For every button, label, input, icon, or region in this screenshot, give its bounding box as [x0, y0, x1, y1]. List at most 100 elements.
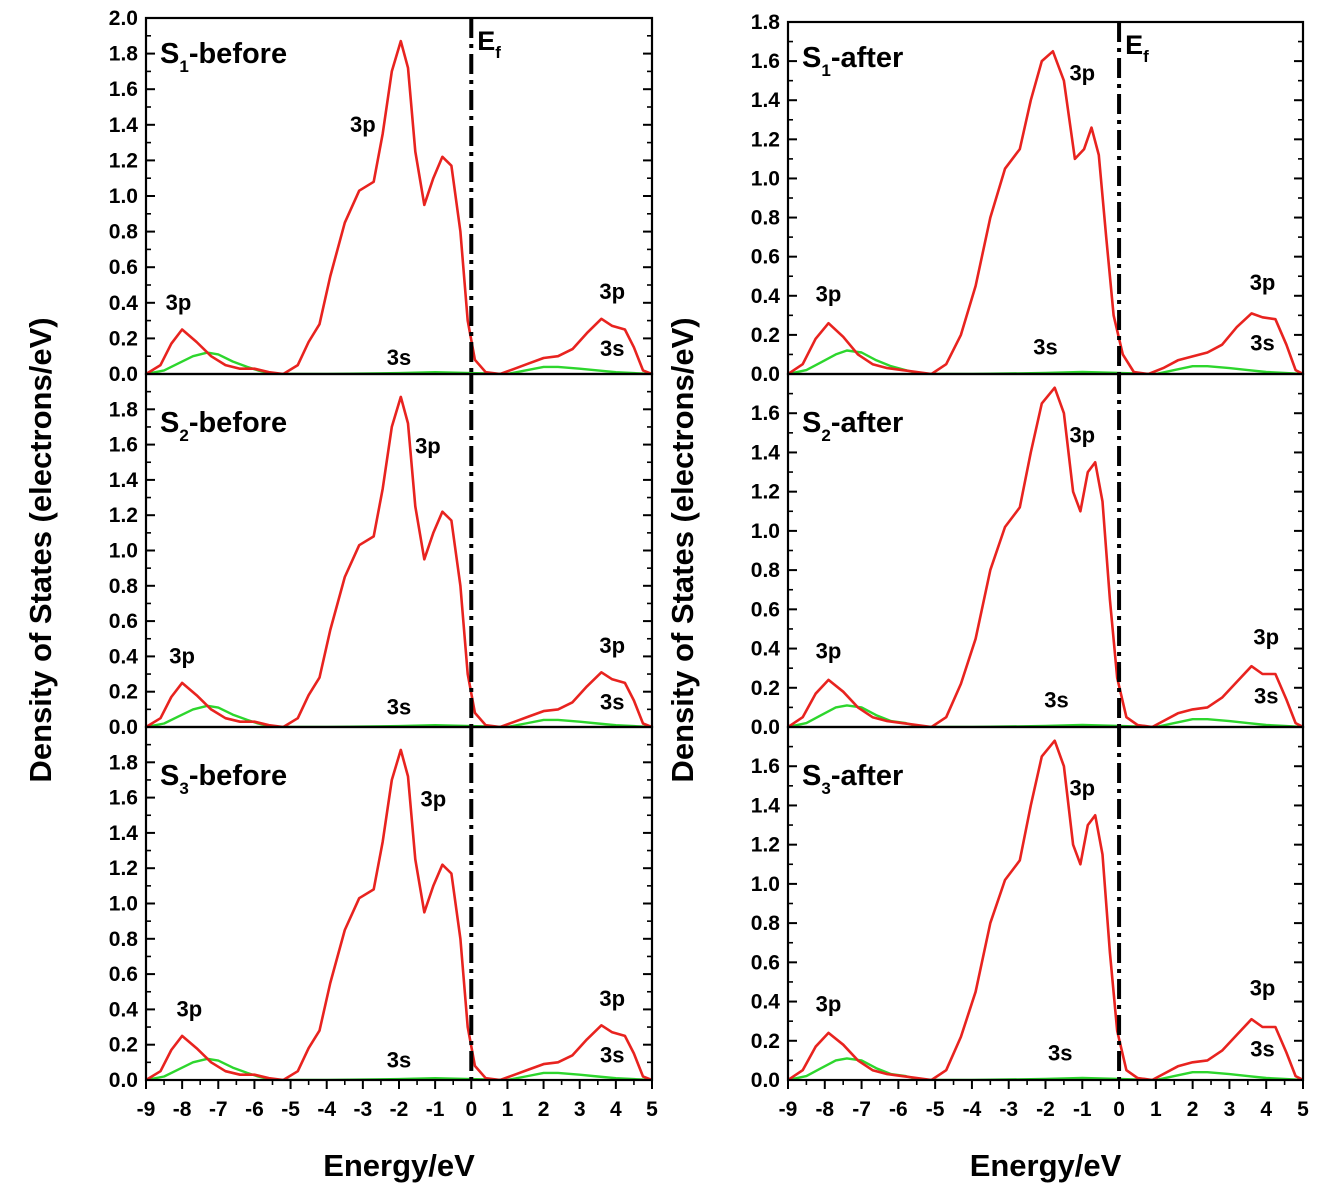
- series-3p-line: [788, 739, 1303, 1080]
- annotation-3s: 3s: [600, 1042, 624, 1067]
- y-tick-label: 1.6: [751, 50, 780, 73]
- x-tick-label: 3: [1224, 1098, 1236, 1121]
- y-tick-label: 1.6: [751, 402, 780, 425]
- y-tick-label: 0.8: [109, 575, 139, 598]
- y-tick-label: 1.0: [751, 167, 780, 190]
- y-tick-label: 0.0: [751, 716, 780, 739]
- y-tick-label: 1.8: [109, 751, 139, 774]
- y-axis-ticks: 0.0 0.2 0.4 0.6 0.8 1.0 1.2 1.4 1.6 1.8 2.0: [109, 7, 652, 386]
- y-tick-label: 0.6: [109, 256, 138, 279]
- x-tick-label: -5: [926, 1098, 945, 1121]
- panel-frame: [786, 20, 1305, 376]
- y-tick-label: 1.4: [751, 441, 781, 464]
- panel-frame: [144, 725, 654, 1082]
- y-tick-label: 0.2: [109, 327, 138, 350]
- y-tick-label: 1.2: [751, 128, 780, 151]
- x-tick-label: 2: [538, 1098, 550, 1121]
- y-tick-label: 0.0: [751, 1069, 780, 1092]
- panel-frame: [144, 16, 654, 376]
- y-tick-label: 1.2: [109, 149, 138, 172]
- annotation-3p: 3p: [420, 786, 446, 811]
- series-3p-line: [146, 748, 652, 1080]
- x-tick-label: -9: [137, 1098, 156, 1121]
- y-tick-label: 0.0: [109, 716, 138, 739]
- panel-label: S2-after: [802, 407, 903, 445]
- series-3p-line: [146, 39, 652, 374]
- annotation-3s: 3s: [1250, 331, 1274, 356]
- y-tick-label: 1.6: [109, 787, 138, 810]
- x-tick-label: -2: [390, 1098, 409, 1121]
- y-tick-label: 1.6: [751, 755, 780, 778]
- y-tick-label: 1.0: [109, 540, 138, 563]
- annotation-3s: 3s: [1044, 687, 1068, 712]
- annotation-3p: 3p: [166, 290, 192, 315]
- y-tick-label: 0.6: [751, 951, 780, 974]
- y-tick-label: 0.2: [109, 681, 138, 704]
- x-tick-label: -8: [173, 1098, 192, 1121]
- panel-label: S2-before: [160, 407, 287, 445]
- annotation-3s: 3s: [387, 1048, 411, 1073]
- y-tick-label: 0.8: [751, 207, 781, 230]
- annotation-3p: 3p: [1250, 976, 1276, 1001]
- y-axis-title: Density of States (electrons/eV): [665, 317, 700, 782]
- x-tick-label: 3: [574, 1098, 586, 1121]
- dos-curves: [146, 39, 652, 374]
- x-axis-ticks: -9 -8 -7 -6 -5 -4 -3 -2 -1 0 1 2 3 4 5: [779, 1080, 1309, 1121]
- y-tick-label: 0.4: [109, 292, 139, 315]
- y-tick-label: 0.4: [109, 998, 139, 1021]
- y-tick-label: 1.2: [109, 504, 138, 527]
- annotation-3p: 3p: [816, 638, 842, 663]
- x-tick-label: 5: [1297, 1098, 1309, 1121]
- y-tick-label: 0.8: [109, 221, 139, 244]
- x-axis-title: Energy/eV: [323, 1148, 475, 1183]
- annotation-3p: 3p: [1069, 423, 1095, 448]
- y-tick-label: 0.4: [109, 645, 139, 668]
- x-tick-label: -7: [209, 1098, 228, 1121]
- x-tick-label: 1: [502, 1098, 514, 1121]
- dos-panel-before-1: 0.0 0.2 0.4 0.6 0.8 1.0 1.2 1.4 1.6 1.8 2.0 S1-befo…: [109, 7, 654, 386]
- dos-panel-before-3: 0.0 0.2 0.4 0.6 0.8 1.0 1.2 1.4 1.6 1.8 -9 -8 -7 -6 -5…: [109, 725, 658, 1121]
- y-tick-label: 0.6: [109, 610, 138, 633]
- annotation-3p: 3p: [816, 991, 842, 1016]
- y-tick-label: 0.2: [751, 324, 780, 347]
- annotation-3p: 3p: [816, 282, 842, 307]
- dos-curves: [146, 748, 652, 1080]
- y-tick-label: 1.0: [109, 185, 138, 208]
- x-tick-label: -6: [889, 1098, 908, 1121]
- y-tick-label: 1.4: [751, 89, 781, 112]
- x-tick-label: -2: [1036, 1098, 1055, 1121]
- y-tick-label: 0.0: [109, 363, 138, 386]
- y-tick-label: 0.4: [751, 638, 781, 661]
- y-tick-label: 1.4: [109, 822, 139, 845]
- x-axis-title: Energy/eV: [970, 1148, 1122, 1183]
- y-axis-ticks: 0.0 0.2 0.4 0.6 0.8 1.0 1.2 1.4 1.6: [751, 745, 1303, 1092]
- y-tick-label: 1.4: [109, 114, 139, 137]
- y-tick-label: 0.0: [751, 363, 780, 386]
- annotation-3s: 3s: [1254, 683, 1278, 708]
- y-tick-label: 2.0: [109, 7, 138, 30]
- y-tick-label: 1.6: [109, 434, 138, 457]
- annotation-3s: 3s: [387, 695, 411, 720]
- annotation-3p: 3p: [1250, 270, 1276, 295]
- dos-curves: [146, 395, 652, 727]
- annotation-3s: 3s: [387, 345, 411, 370]
- dos-panel-before-2: 0.0 0.2 0.4 0.6 0.8 1.0 1.2 1.4 1.6 1.8 S2-before 3…: [109, 372, 654, 739]
- y-tick-label: 0.8: [109, 928, 139, 951]
- x-axis-ticks: -9 -8 -7 -6 -5 -4 -3 -2 -1 0 1 2 3 4 5: [137, 1080, 658, 1121]
- y-axis-ticks: 0.0 0.2 0.4 0.6 0.8 1.0 1.2 1.4 1.6: [751, 392, 1303, 739]
- annotation-3p: 3p: [415, 433, 441, 458]
- annotation-3p: 3p: [599, 986, 625, 1011]
- annotation-3p: 3p: [599, 279, 625, 304]
- x-tick-label: 5: [646, 1098, 658, 1121]
- x-tick-label: 4: [1260, 1098, 1272, 1121]
- y-axis-ticks: 0.0 0.2 0.4 0.6 0.8 1.0 1.2 1.4 1.6 1.8: [109, 743, 652, 1092]
- annotation-3p: 3p: [177, 996, 203, 1021]
- x-tick-label: -1: [426, 1098, 445, 1121]
- y-axis-ticks: 0.0 0.2 0.4 0.6 0.8 1.0 1.2 1.4 1.6 1.8: [109, 390, 652, 739]
- annotation-3s: 3s: [600, 336, 624, 361]
- x-tick-label: -1: [1073, 1098, 1092, 1121]
- y-tick-label: 1.8: [109, 43, 139, 66]
- y-tick-label: 1.0: [751, 520, 780, 543]
- y-tick-label: 1.4: [751, 794, 781, 817]
- series-3s-line: [788, 1057, 1303, 1080]
